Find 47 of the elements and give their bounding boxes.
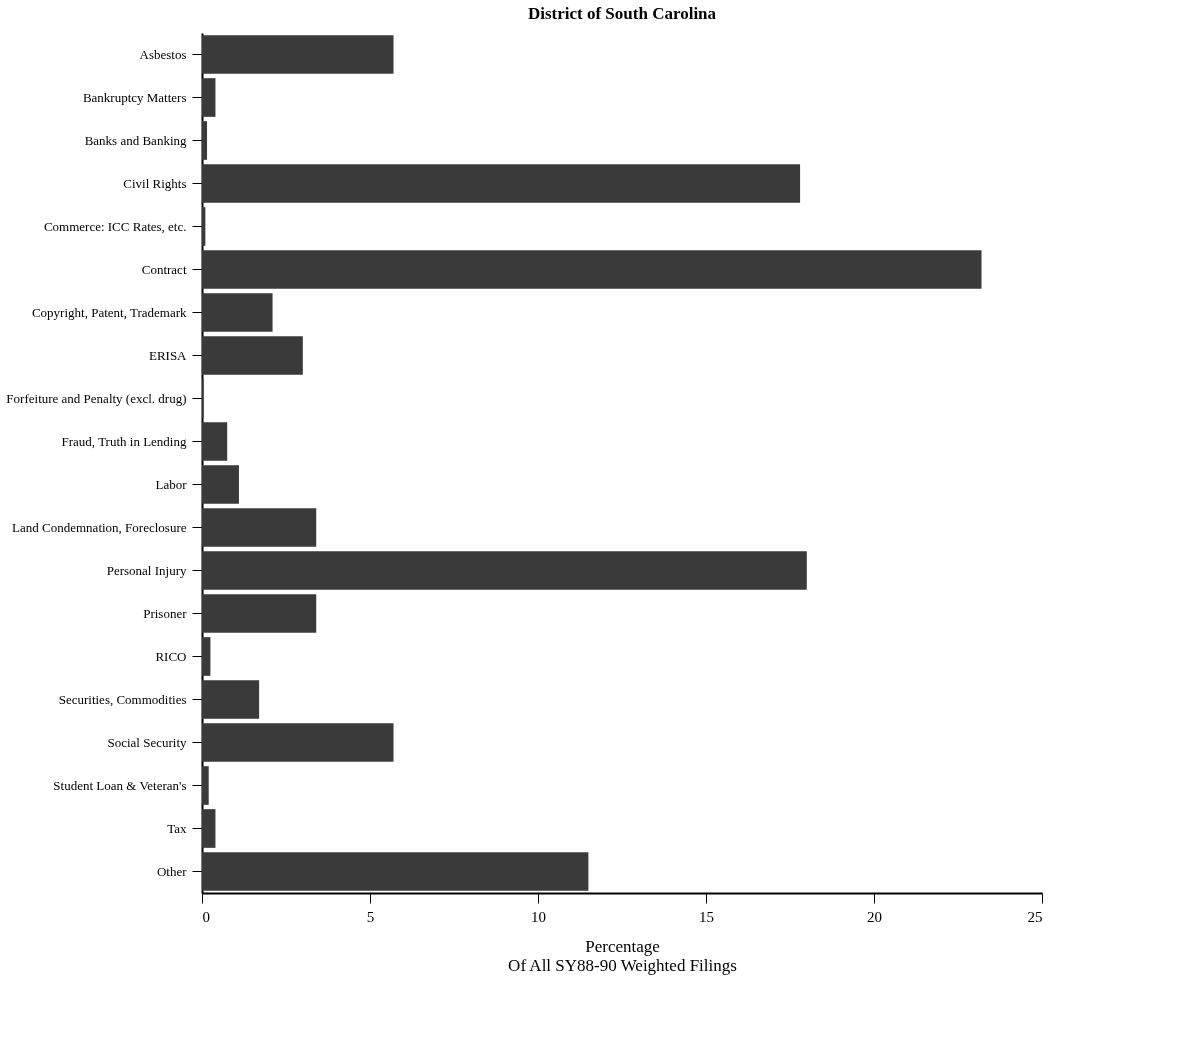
bar [202, 164, 801, 203]
bar [202, 852, 589, 891]
chart-title: District of South Carolina [527, 4, 717, 23]
bar [202, 680, 260, 719]
y-tick-label: Asbestos [139, 46, 187, 62]
bar [202, 594, 317, 633]
y-tick-label: Prisoner [143, 605, 188, 621]
y-tick-label: Copyright, Patent, Trademark [31, 304, 187, 320]
y-tick-label: RICO [155, 648, 187, 664]
y-tick-label: Personal Injury [106, 562, 187, 578]
bar [202, 551, 807, 590]
y-tick-label: Civil Rights [123, 175, 187, 191]
bar [202, 78, 216, 117]
bar [202, 637, 211, 676]
y-tick-label: Banks and Banking [84, 132, 187, 148]
bar [202, 723, 394, 762]
y-tick-label: Student Loan & Veteran's [53, 777, 187, 793]
x-tick-label: 20 [867, 908, 882, 925]
y-tick-label: Fraud, Truth in Lending [61, 433, 187, 449]
bar [202, 250, 982, 289]
y-tick-label: Contract [141, 261, 187, 277]
bar [202, 35, 394, 74]
bar [202, 293, 273, 332]
y-tick-label: Commerce: ICC Rates, etc. [43, 218, 187, 234]
y-tick-label: Tax [167, 820, 187, 836]
bar [202, 336, 303, 375]
bar [202, 465, 239, 504]
bar [202, 207, 206, 246]
x-tick-label: 15 [699, 908, 714, 925]
bar [202, 121, 208, 160]
bar [202, 508, 317, 547]
y-tick-label: Labor [155, 476, 188, 492]
x-tick-label: 0 [202, 908, 210, 925]
y-tick-label: Other [156, 863, 188, 879]
y-tick-label: ERISA [148, 347, 188, 363]
x-tick-label: 5 [366, 908, 375, 925]
bar [202, 766, 209, 805]
y-tick-label: Forfeiture and Penalty (excl. drug) [6, 390, 187, 406]
bar [202, 422, 228, 461]
y-tick-label: Securities, Commodities [58, 691, 187, 707]
y-tick-label: Bankruptcy Matters [82, 89, 187, 105]
x-tick-label: 25 [1027, 908, 1043, 925]
x-tick-label: 10 [531, 908, 546, 925]
y-tick-label: Social Security [107, 734, 187, 750]
x-axis-title: Percentage Of All SY88-90 Weighted Filings [508, 936, 737, 975]
bar [202, 809, 216, 848]
y-tick-label: Land Condemnation, Foreclosure [12, 519, 187, 535]
